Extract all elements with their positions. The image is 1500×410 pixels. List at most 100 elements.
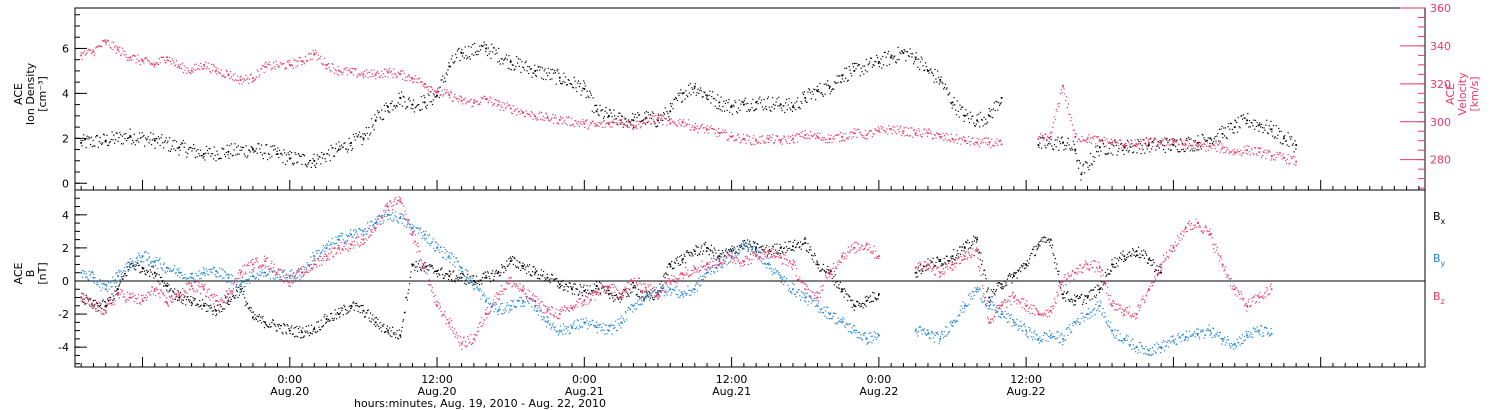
density-point xyxy=(894,61,897,63)
by-point xyxy=(149,256,151,258)
velocity-point xyxy=(442,95,444,97)
velocity-point xyxy=(882,129,885,131)
density-point xyxy=(981,119,983,121)
bx-point xyxy=(676,259,678,261)
bx-point xyxy=(932,257,934,259)
density-point xyxy=(1059,140,1061,143)
velocity-point xyxy=(344,67,346,69)
bx-point xyxy=(1150,264,1152,266)
bx-point xyxy=(213,310,215,312)
velocity-point xyxy=(238,83,240,85)
bx-point xyxy=(688,252,690,254)
density-point xyxy=(239,149,241,151)
bx-point xyxy=(329,319,331,321)
velocity-point xyxy=(603,120,605,122)
density-point xyxy=(1104,153,1106,155)
density-point xyxy=(145,139,148,141)
bx-point xyxy=(580,286,582,288)
velocity-point xyxy=(576,122,578,124)
velocity-point xyxy=(659,114,661,117)
velocity-point xyxy=(486,99,488,101)
bx-point xyxy=(1135,255,1137,257)
bx-point xyxy=(810,249,812,251)
by-point xyxy=(118,271,121,273)
bx-point xyxy=(668,262,671,265)
density-point xyxy=(762,109,764,111)
velocity-point xyxy=(1208,146,1210,148)
bx-point xyxy=(438,273,440,275)
density-point xyxy=(143,134,145,137)
velocity-point xyxy=(705,129,708,131)
density-point xyxy=(926,69,928,71)
velocity-point xyxy=(843,139,845,142)
density-point xyxy=(215,160,217,162)
density-point xyxy=(944,83,946,85)
bx-point xyxy=(995,290,997,292)
velocity-point xyxy=(259,74,261,76)
density-point xyxy=(291,152,293,154)
bx-point xyxy=(919,264,922,266)
density-point xyxy=(1071,147,1073,149)
density-point xyxy=(900,50,903,52)
velocity-point xyxy=(148,60,150,62)
velocity-point xyxy=(898,131,900,133)
bx-point xyxy=(204,305,206,307)
bx-point xyxy=(513,256,515,259)
density-point xyxy=(904,50,906,52)
density-point xyxy=(141,132,143,134)
velocity-point xyxy=(553,117,556,119)
bx-point xyxy=(326,315,328,317)
bx-point xyxy=(694,253,696,255)
bx-point xyxy=(699,254,701,256)
density-point xyxy=(772,97,774,99)
by-point xyxy=(706,271,708,274)
velocity-point xyxy=(1040,133,1042,135)
velocity-point xyxy=(1242,152,1245,154)
velocity-point xyxy=(786,142,788,145)
density-point xyxy=(1177,151,1179,153)
by-point xyxy=(141,257,143,259)
density-point xyxy=(742,101,745,103)
velocity-point xyxy=(416,78,418,80)
velocity-point xyxy=(1130,139,1132,141)
bx-point xyxy=(640,291,642,293)
bx-point xyxy=(749,240,751,242)
by-point xyxy=(1098,304,1101,307)
by-point xyxy=(436,246,438,249)
by-point xyxy=(163,263,165,265)
velocity-point xyxy=(858,128,860,131)
velocity-point xyxy=(277,65,279,67)
bx-point xyxy=(1140,256,1142,259)
bx-point xyxy=(672,267,674,269)
bx-point xyxy=(529,273,531,276)
velocity-point xyxy=(522,112,524,114)
velocity-point xyxy=(426,86,428,88)
bx-point xyxy=(724,250,727,252)
bx-point xyxy=(244,304,246,307)
density-point xyxy=(230,143,233,145)
velocity-point xyxy=(498,101,501,103)
by-series xyxy=(80,209,1273,357)
velocity-point xyxy=(733,140,735,142)
velocity-point xyxy=(1218,142,1221,144)
density-point xyxy=(184,142,186,144)
density-point xyxy=(121,135,123,137)
density-point xyxy=(632,119,635,122)
bx-point xyxy=(951,255,954,258)
bx-point xyxy=(333,317,336,319)
density-point xyxy=(705,97,708,99)
velocity-point xyxy=(413,78,416,80)
velocity-point xyxy=(1076,133,1078,135)
by-point xyxy=(87,279,90,281)
density-point xyxy=(732,104,734,106)
bx-point xyxy=(660,280,662,282)
bx-point xyxy=(511,259,513,261)
bx-point xyxy=(325,322,327,324)
velocity-point xyxy=(366,72,368,74)
bx-point xyxy=(760,245,763,248)
bx-point xyxy=(1072,299,1074,301)
bx-point xyxy=(122,278,124,280)
density-point xyxy=(604,110,606,112)
bx-point xyxy=(650,295,652,297)
by-point xyxy=(239,283,242,286)
